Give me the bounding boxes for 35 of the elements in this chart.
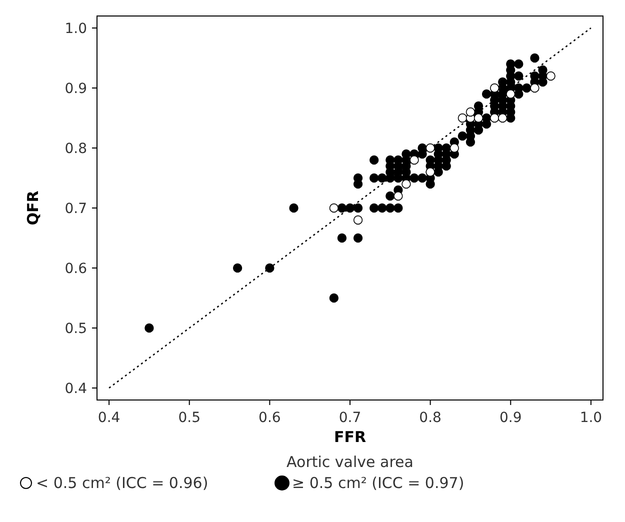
point [353, 215, 363, 225]
y-tick-label: 0.5 [64, 321, 87, 337]
x-tick-label: 0.7 [338, 410, 362, 426]
point [466, 107, 476, 117]
point [329, 203, 339, 213]
x-tick-label: 0.5 [178, 410, 200, 426]
point [402, 179, 411, 189]
point [506, 89, 516, 99]
legend-label: ≥ 0.5 cm² (ICC = 0.97) [292, 474, 464, 492]
point [450, 143, 460, 153]
y-tick-label: 0.4 [64, 381, 88, 397]
y-tick-label: 1.0 [64, 21, 87, 37]
x-axis-title: FFR [334, 428, 366, 446]
x-tick-label: 0.8 [419, 410, 442, 426]
x-tick-label: 0.9 [500, 410, 522, 426]
point [546, 71, 556, 81]
legend-title: Aortic valve area [286, 453, 414, 471]
point [490, 83, 500, 93]
point [426, 143, 435, 153]
y-axis-title: QFR [24, 190, 42, 226]
point [498, 113, 508, 123]
x-tick-label: 0.4 [98, 410, 120, 426]
point [394, 191, 403, 201]
legend-label: < 0.5 cm² (ICC = 0.96) [36, 474, 208, 492]
x-tick-label: 0.6 [258, 410, 281, 426]
y-tick-label: 0.9 [64, 81, 87, 97]
y-tick-label: 0.8 [64, 141, 87, 157]
point [474, 113, 484, 123]
point [490, 113, 500, 123]
y-tick-label: 0.6 [64, 261, 88, 277]
point [530, 83, 540, 93]
y-tick-label: 0.7 [64, 201, 87, 217]
point [458, 113, 468, 123]
point [410, 155, 419, 165]
x-tick-label: 1.0 [580, 410, 602, 426]
